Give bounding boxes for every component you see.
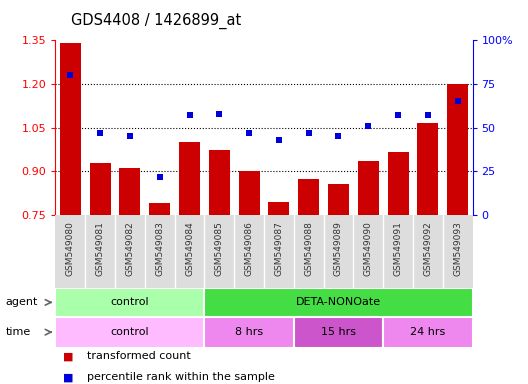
Text: control: control (110, 327, 149, 337)
Bar (388, 152, 409, 215)
Point (334, 133, 343, 139)
Text: 24 hrs: 24 hrs (410, 327, 446, 337)
Text: 8 hrs: 8 hrs (235, 327, 263, 337)
Text: GSM549091: GSM549091 (393, 221, 402, 276)
Text: GSM549085: GSM549085 (215, 221, 224, 276)
Point (96, 130, 105, 136)
Text: GSM549089: GSM549089 (334, 221, 343, 276)
Bar (55, 317, 204, 348)
Bar (209, 149, 230, 215)
Bar (179, 142, 200, 215)
Text: GSM549080: GSM549080 (66, 221, 75, 276)
Point (215, 111, 223, 117)
Text: DETA-NONOate: DETA-NONOate (296, 297, 381, 308)
Point (275, 137, 283, 143)
Text: transformed count: transformed count (87, 351, 191, 361)
Bar (328, 184, 349, 215)
Bar (90, 163, 110, 215)
Point (364, 123, 373, 129)
Text: 15 hrs: 15 hrs (321, 327, 356, 337)
Bar (383, 317, 473, 348)
Point (185, 113, 194, 119)
Point (305, 130, 313, 136)
Bar (239, 171, 260, 215)
Bar (204, 317, 294, 348)
Text: GSM549083: GSM549083 (155, 221, 164, 276)
Bar (60, 43, 81, 215)
Bar (418, 123, 438, 215)
Bar (55, 288, 204, 317)
Bar (358, 161, 379, 215)
Text: GSM549082: GSM549082 (126, 221, 135, 276)
Text: ■: ■ (63, 351, 74, 361)
Text: GSM549087: GSM549087 (275, 221, 284, 276)
Text: control: control (110, 297, 149, 308)
Point (454, 98, 462, 104)
Point (66, 72, 74, 78)
Bar (268, 202, 289, 215)
Text: time: time (5, 327, 31, 337)
Point (245, 130, 253, 136)
Text: GSM549090: GSM549090 (364, 221, 373, 276)
Point (394, 113, 402, 119)
Text: percentile rank within the sample: percentile rank within the sample (87, 372, 275, 382)
Bar (119, 169, 140, 215)
Bar (298, 179, 319, 215)
Bar (149, 204, 170, 215)
Bar (294, 317, 383, 348)
Text: agent: agent (5, 297, 37, 308)
Text: GSM549081: GSM549081 (96, 221, 105, 276)
Text: GSM549086: GSM549086 (244, 221, 253, 276)
Text: GSM549084: GSM549084 (185, 221, 194, 276)
Bar (447, 84, 468, 215)
Point (126, 133, 134, 139)
Point (423, 113, 432, 119)
Text: GSM549092: GSM549092 (423, 221, 432, 276)
Text: GDS4408 / 1426899_at: GDS4408 / 1426899_at (71, 13, 241, 29)
Text: GSM549093: GSM549093 (453, 221, 462, 276)
Text: GSM549088: GSM549088 (304, 221, 313, 276)
Point (155, 174, 164, 180)
Bar (204, 288, 473, 317)
Text: ■: ■ (63, 372, 74, 382)
